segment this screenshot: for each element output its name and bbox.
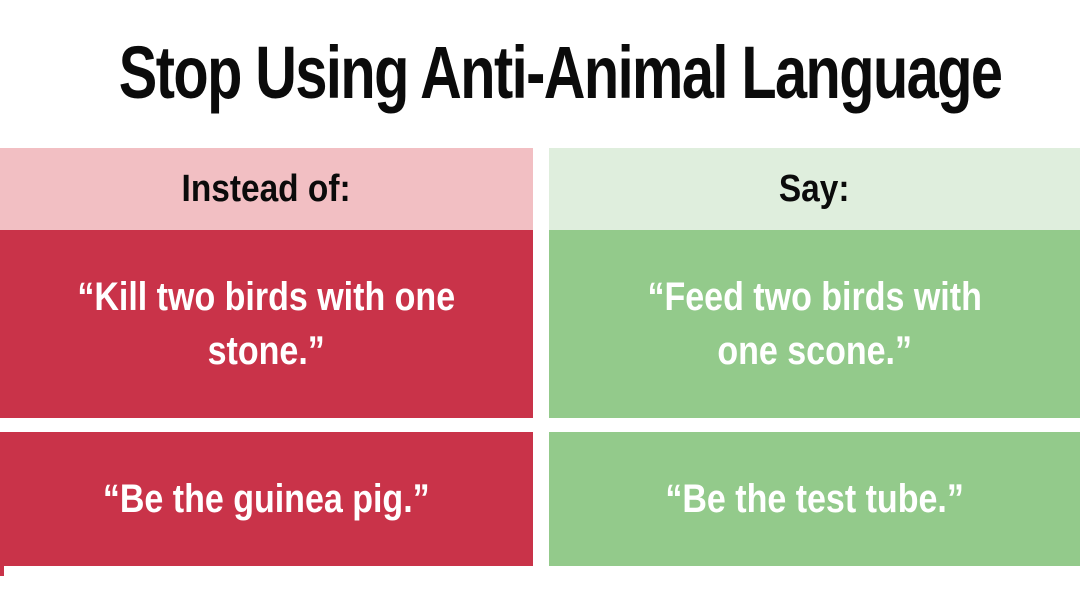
cell-instead-kill-two-birds: “Kill two birds with one stone.” — [0, 230, 533, 418]
quote-text-guinea-pig: “Be the guinea pig.” — [103, 477, 430, 521]
page-title: Stop Using Anti-Animal Language — [118, 31, 1003, 114]
cell-say-test-tube: “Be the test tube.” — [549, 432, 1080, 566]
column-header-instead-of: Instead of: — [0, 148, 533, 230]
quote-text-kill-two-birds: “Kill two birds with one stone.” — [77, 275, 456, 373]
instead-of-label: Instead of: — [181, 167, 352, 210]
comparison-table: Instead of: Say: “Kill two birds with on… — [0, 148, 1080, 566]
column-header-say: Say: — [549, 148, 1080, 230]
table-row-two-birds: “Kill two birds with one stone.” “Feed t… — [0, 230, 1080, 418]
cropped-row-sliver — [0, 566, 4, 576]
quote-text-feed-two-birds: “Feed two birds with one scone.” — [647, 275, 982, 373]
cell-instead-guinea-pig: “Be the guinea pig.” — [0, 432, 533, 566]
cell-say-feed-two-birds: “Feed two birds with one scone.” — [549, 230, 1080, 418]
say-label: Say: — [779, 167, 850, 210]
table-header-row: Instead of: Say: — [0, 148, 1080, 230]
table-row-guinea-pig: “Be the guinea pig.” “Be the test tube.” — [0, 432, 1080, 566]
quote-text-test-tube: “Be the test tube.” — [665, 477, 964, 521]
